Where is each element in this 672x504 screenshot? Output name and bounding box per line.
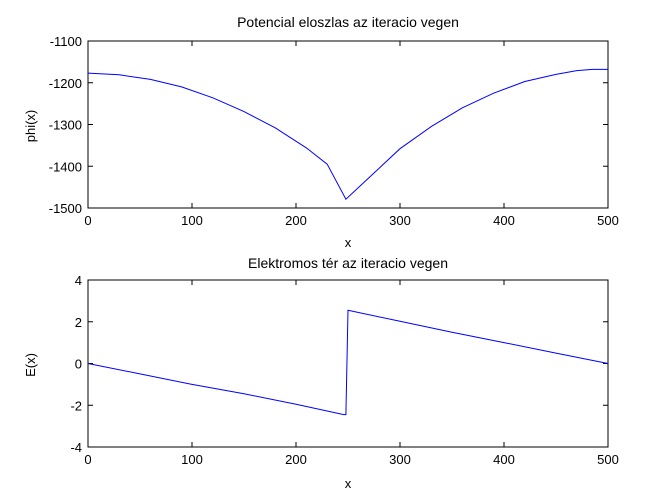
bottom-y-tick-label: -2 bbox=[70, 398, 82, 413]
bottom-x-tick-label: 0 bbox=[84, 452, 91, 467]
top-y-tick-label: -1200 bbox=[49, 76, 82, 91]
bottom-x-tick-label: 300 bbox=[389, 452, 411, 467]
top-axes-box bbox=[87, 40, 609, 209]
top-x-tick-label: 200 bbox=[285, 213, 307, 228]
top-y-tick-label: -1400 bbox=[49, 159, 82, 174]
top-x-tick-label: 300 bbox=[389, 213, 411, 228]
top-chart-title: Potencial eloszlas az iteracio vegen bbox=[237, 14, 459, 30]
bottom-chart-title: Elektromos tér az iteracio vegen bbox=[248, 255, 448, 271]
bottom-x-tick-label: 400 bbox=[493, 452, 515, 467]
top-x-tick-label: 0 bbox=[84, 213, 91, 228]
bottom-y-tick-label: 2 bbox=[75, 315, 82, 330]
top-x-tick-label: 500 bbox=[597, 213, 619, 228]
top-y-axis-label: phi(x) bbox=[23, 110, 38, 143]
bottom-series-line bbox=[87, 309, 609, 416]
bottom-axes-field: Elektromos tér az iteracio vegen 0 100 200… bbox=[23, 255, 619, 491]
bottom-y-tick-label: -4 bbox=[70, 440, 82, 455]
bottom-y-tick-label: 0 bbox=[75, 357, 82, 372]
bottom-plot-area: 0 100 200 300 400 500 4 2 0 -2 -4 bbox=[70, 273, 618, 467]
top-x-tick-label: 100 bbox=[181, 213, 203, 228]
bottom-y-axis-label: E(x) bbox=[23, 353, 38, 377]
top-plot-area: 0 100 200 300 400 500 -1100 -1200 -1300 -1400 -150… bbox=[49, 34, 619, 228]
top-y-tick-label: -1500 bbox=[49, 201, 82, 216]
bottom-x-tick-label: 200 bbox=[285, 452, 307, 467]
top-y-tick-label: -1100 bbox=[50, 34, 82, 49]
top-series-line bbox=[87, 68, 608, 201]
bottom-x-axis-label: x bbox=[345, 476, 352, 491]
top-x-axis-label: x bbox=[345, 235, 352, 250]
bottom-y-tick-label: 4 bbox=[75, 273, 82, 288]
top-axes-potential: Potencial eloszlas az iteracio vegen 0 10… bbox=[23, 14, 619, 250]
top-x-tick-label: 400 bbox=[493, 213, 515, 228]
bottom-x-tick-label: 100 bbox=[181, 452, 203, 467]
top-y-tick-label: -1300 bbox=[49, 118, 82, 133]
bottom-axes-box bbox=[87, 279, 609, 448]
bottom-x-tick-label: 500 bbox=[597, 452, 619, 467]
